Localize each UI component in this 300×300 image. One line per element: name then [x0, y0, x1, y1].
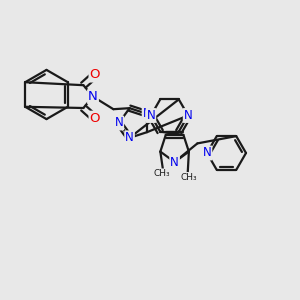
Text: N: N — [170, 155, 179, 169]
Text: N: N — [88, 90, 98, 103]
Text: O: O — [89, 112, 100, 125]
Text: N: N — [114, 116, 123, 130]
Text: O: O — [89, 68, 100, 82]
Text: CH₃: CH₃ — [181, 172, 197, 182]
Text: CH₃: CH₃ — [154, 169, 170, 178]
Text: N: N — [142, 107, 152, 120]
Text: N: N — [125, 131, 134, 144]
Text: N: N — [146, 109, 155, 122]
Text: N: N — [184, 109, 193, 122]
Text: N: N — [202, 146, 211, 160]
